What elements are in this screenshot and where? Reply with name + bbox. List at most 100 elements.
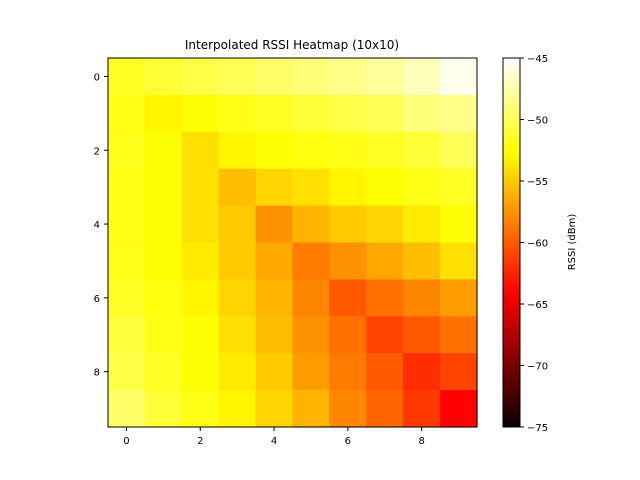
heatmap-cell xyxy=(366,131,404,170)
heatmap-cell xyxy=(366,205,404,244)
heatmap-cell xyxy=(329,316,367,354)
colorbar xyxy=(503,58,520,427)
heatmap-cell xyxy=(218,168,257,207)
colorbar-tick-label: −70 xyxy=(527,362,548,373)
heatmap-cell xyxy=(181,279,220,317)
heatmap-cell xyxy=(329,94,367,133)
heatmap-cell xyxy=(292,205,330,244)
chart-title: Interpolated RSSI Heatmap (10x10) xyxy=(185,38,399,52)
heatmap-cell xyxy=(403,131,441,170)
heatmap-cell xyxy=(218,58,257,96)
heatmap-cell xyxy=(218,353,257,391)
heatmap-cell xyxy=(181,94,220,133)
heatmap-cell xyxy=(366,242,404,280)
heatmap-cell xyxy=(292,279,330,317)
heatmap-cell xyxy=(440,131,478,170)
heatmap-cell xyxy=(329,58,367,96)
heatmap-cell xyxy=(440,390,478,428)
heatmap-cell xyxy=(144,131,183,170)
heatmap-cell xyxy=(292,242,330,280)
heatmap-cell xyxy=(440,58,478,96)
heatmap-cell xyxy=(144,390,183,428)
heatmap-cell xyxy=(329,131,367,170)
heatmap-cell xyxy=(181,390,220,428)
heatmap-cell xyxy=(403,390,441,428)
heatmap-cell xyxy=(108,58,146,96)
colorbar-tick-label: −45 xyxy=(527,54,548,65)
heatmap-cell xyxy=(181,353,220,391)
heatmap-cell xyxy=(403,316,441,354)
heatmap-cell xyxy=(255,168,294,207)
heatmap-cell xyxy=(440,279,478,317)
heatmap-cell xyxy=(329,390,367,428)
heatmap-cell xyxy=(218,131,257,170)
y-tick-label: 4 xyxy=(94,220,100,231)
heatmap-cell xyxy=(292,168,330,207)
heatmap-cell xyxy=(181,131,220,170)
heatmap-cell xyxy=(218,94,257,133)
heatmap-cell xyxy=(108,242,146,280)
y-tick-label: 6 xyxy=(94,294,100,305)
heatmap-cell xyxy=(218,390,257,428)
axes: 0 2 4 6 8 0 2 4 6 8 xyxy=(94,57,478,447)
x-tick-label: 8 xyxy=(418,436,424,447)
x-tick-label: 4 xyxy=(271,436,277,447)
heatmap-cell xyxy=(255,94,294,133)
x-tick-label: 2 xyxy=(197,436,203,447)
heatmap-cell xyxy=(255,242,294,280)
x-tick-label: 0 xyxy=(123,436,129,447)
heatmap-cell xyxy=(255,279,294,317)
heatmap-cell xyxy=(366,279,404,317)
heatmap-cell xyxy=(403,279,441,317)
heatmap-cell xyxy=(181,58,220,96)
heatmap-cell xyxy=(144,353,183,391)
heatmap-cell xyxy=(144,168,183,207)
heatmap-cell xyxy=(366,168,404,207)
y-tick-label: 0 xyxy=(94,72,100,83)
heatmap-cell xyxy=(108,168,146,207)
heatmap-cell xyxy=(181,242,220,280)
heatmap-cell xyxy=(292,353,330,391)
heatmap-cell xyxy=(218,242,257,280)
heatmap-cell xyxy=(366,94,404,133)
heatmap-cell xyxy=(255,131,294,170)
heatmap-cell xyxy=(292,58,330,96)
colorbar-tick-label: −55 xyxy=(527,177,548,188)
heatmap-cell xyxy=(255,353,294,391)
heatmap-cell xyxy=(403,242,441,280)
heatmap-cell xyxy=(218,279,257,317)
heatmap-cell xyxy=(108,279,146,317)
colorbar-label: RSSI (dBm) xyxy=(567,214,578,271)
heatmap-cell xyxy=(366,58,404,96)
colorbar-ticks: −45 −50 −55 −60 −65 −70 −75 xyxy=(520,54,548,434)
colorbar-tick-label: −60 xyxy=(527,239,548,250)
colorbar-tick-label: −65 xyxy=(527,300,548,311)
heatmap-cell xyxy=(108,390,146,428)
heatmap-cell xyxy=(440,94,478,133)
heatmap-cell xyxy=(366,390,404,428)
heatmap-cell xyxy=(292,131,330,170)
heatmap-cell xyxy=(181,205,220,244)
colorbar-tick-label: −50 xyxy=(527,116,548,127)
heatmap-cell xyxy=(255,205,294,244)
heatmap-cell xyxy=(108,94,146,133)
heatmap-cell xyxy=(181,316,220,354)
heatmap-cell xyxy=(292,94,330,133)
heatmap-cell xyxy=(440,168,478,207)
heatmap-cells xyxy=(108,58,478,428)
heatmap-cell xyxy=(181,168,220,207)
heatmap-cell xyxy=(218,316,257,354)
heatmap-cell xyxy=(292,390,330,428)
heatmap-cell xyxy=(440,353,478,391)
heatmap-cell xyxy=(440,242,478,280)
heatmap-cell xyxy=(403,58,441,96)
heatmap-cell xyxy=(218,205,257,244)
heatmap-cell xyxy=(292,316,330,354)
heatmap-cell xyxy=(255,390,294,428)
heatmap-cell xyxy=(329,205,367,244)
heatmap-cell xyxy=(255,316,294,354)
heatmap-cell xyxy=(255,58,294,96)
heatmap-cell xyxy=(144,316,183,354)
heatmap-cell xyxy=(329,168,367,207)
